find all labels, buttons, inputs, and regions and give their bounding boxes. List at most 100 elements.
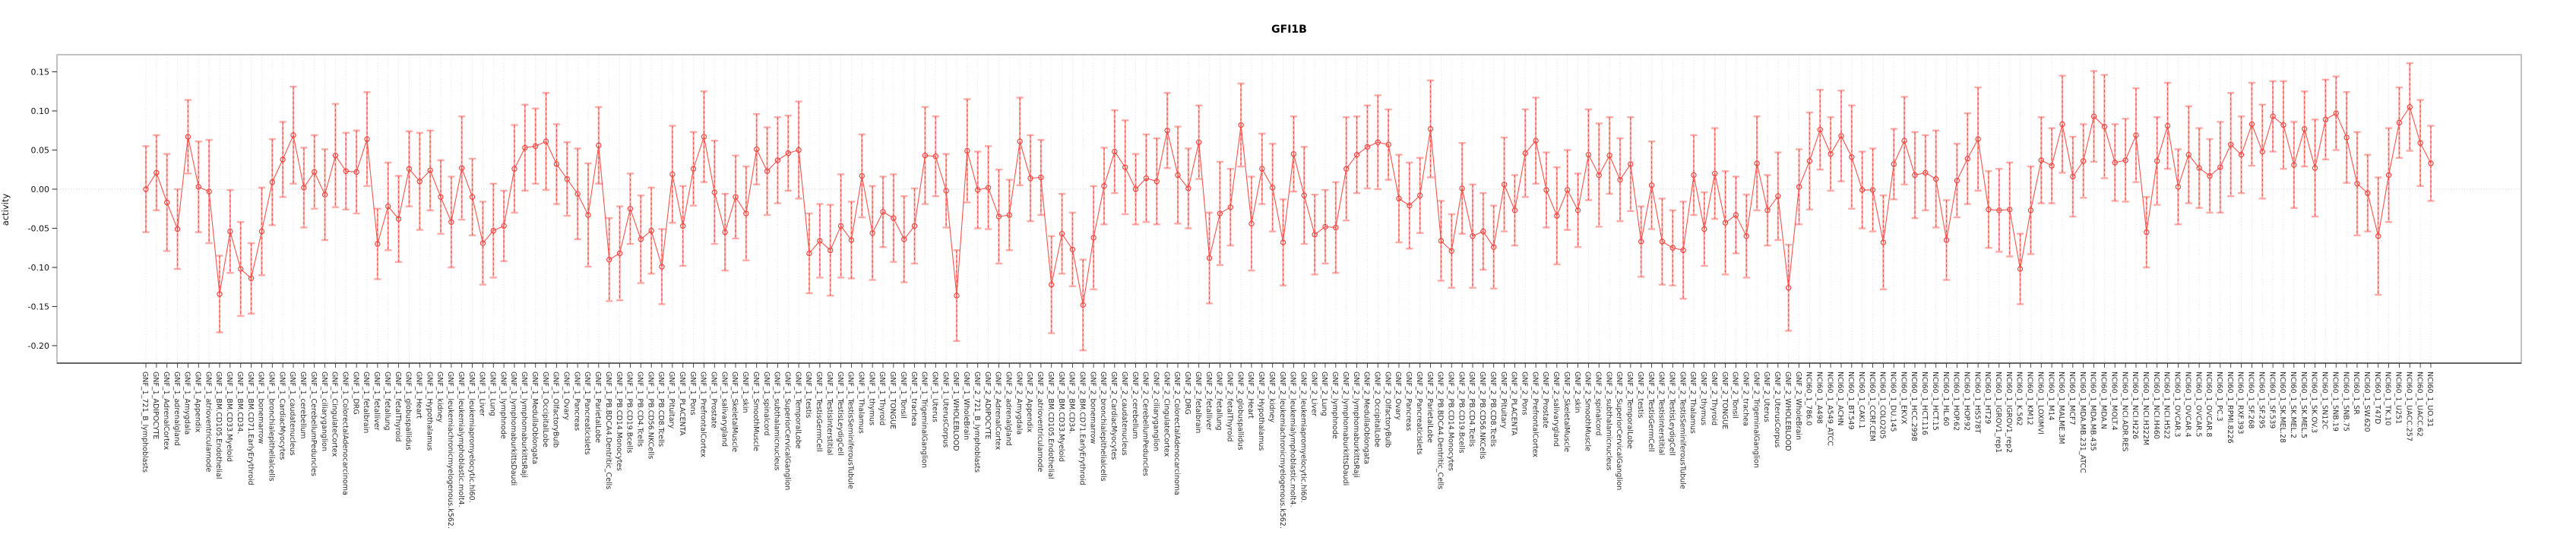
data-point [2164, 122, 2171, 129]
x-tick-label: GNF_2_Pituitary [1499, 372, 1508, 428]
data-point [2322, 116, 2329, 123]
data-point [2365, 190, 2371, 196]
x-tick-label: GNF_2_TestisInterstitial [1657, 372, 1666, 455]
x-tick-label: GNF_2_fetalliver [1204, 372, 1213, 431]
x-tick-label: GNF_1_WHOLEBLOOD [951, 372, 960, 451]
data-point [2090, 113, 2097, 119]
data-point [796, 147, 802, 153]
data-point [2385, 172, 2392, 179]
data-point [1195, 139, 1202, 145]
data-point [922, 153, 929, 159]
data-point [195, 184, 201, 190]
x-tick-label: GNF_1_ADIPOCYTE [151, 372, 160, 439]
data-point [1996, 207, 2002, 213]
x-tick-label: GNF_2_PB.CD8.Tcells [1489, 372, 1497, 447]
data-point [1628, 161, 1634, 167]
x-tick-label: GNF_1_SuperiorCervicalGanglion [783, 372, 791, 490]
x-tick-label: GNF_1_ciliaryganglion [320, 372, 328, 451]
data-point [1754, 160, 1760, 166]
x-tick-label: GNF_2_WHOLEBLOOD [1783, 372, 1792, 451]
data-point [1396, 195, 1402, 202]
data-point [206, 188, 212, 194]
x-tick-label: GNF_1_testis [804, 372, 812, 418]
x-tick-label: NCI60_1_HOP.62 [1952, 372, 1960, 431]
x-tick-label: NCI60_1_NCI.H460 [2152, 372, 2160, 439]
data-point [2122, 157, 2128, 163]
x-tick-label: GNF_2_bronchialepithelialcells [1099, 372, 1107, 482]
data-point [2185, 151, 2191, 158]
data-point [943, 188, 949, 194]
data-point [2396, 119, 2403, 126]
plot-border [56, 54, 2522, 364]
x-tick-label: GNF_2_Lung [1320, 372, 1328, 416]
data-point [1522, 150, 1528, 157]
x-tick-label: NCI60_1_SF.539 [2267, 372, 2276, 428]
data-point [1806, 158, 1813, 164]
data-point [395, 216, 402, 222]
x-tick-label: NCI60_1_TK.10 [2384, 372, 2392, 425]
data-point [1017, 138, 1023, 144]
data-point [290, 132, 296, 138]
data-point [1659, 239, 1666, 245]
x-tick-label: GNF_2_721_B_lymphoblasts [973, 372, 981, 473]
x-tick-label: GNF_2_TrigeminalGanglion [1752, 372, 1760, 468]
data-point [332, 153, 339, 159]
data-point [2227, 141, 2234, 147]
y-tick-label: 0.10 [31, 106, 50, 116]
data-point [1711, 170, 1718, 177]
data-point [353, 169, 359, 175]
data-point [2006, 207, 2013, 213]
x-tick-label: GNF_1_thymus [867, 372, 875, 425]
x-tick-label: GNF_1_SmoothMuscle [752, 372, 760, 451]
data-point [1069, 246, 1076, 253]
data-point [1101, 183, 1107, 189]
x-tick-label: GNF_2_WholeBrain [1794, 372, 1802, 440]
x-tick-label: NCI60_1_UACC.257 [2404, 372, 2413, 441]
x-tick-label: NCI60_1_IGROV1_rep1 [1994, 372, 2002, 453]
x-tick-label: GNF_1_PB.CD56.NKCells [646, 372, 654, 459]
x-tick-label: GNF_2_PLACENTA [1510, 372, 1518, 436]
data-point [880, 209, 886, 215]
data-point [901, 236, 907, 242]
data-point [2027, 207, 2034, 213]
y-tick-label: 0.15 [31, 67, 50, 77]
x-tick-label: GNF_2_BM.CD105.Endothelial [1046, 372, 1055, 479]
data-point [1912, 172, 1918, 179]
data-point [711, 189, 717, 195]
x-tick-label: GNF_1_fetalThyroid [394, 372, 402, 441]
data-point [1164, 128, 1170, 134]
data-point [1849, 154, 1855, 160]
x-tick-label: GNF_2_cerebellum [1131, 372, 1139, 439]
x-tick-label: GNF_2_Heart [1246, 372, 1255, 419]
x-tick-label: GNF_1_Prostate [709, 372, 717, 428]
x-tick-label: GNF_1_Thyroid [878, 372, 886, 425]
x-tick-label: GNF_2_Thyroid [1710, 372, 1718, 425]
x-tick-label: GNF_2_kidney [1267, 372, 1276, 423]
x-tick-label: GNF_2_SkeletalMuscle [1562, 372, 1571, 452]
x-tick-label: GNF_2_caudatenucleus [1120, 372, 1128, 456]
x-tick-label: GNF_1_TemporalLobe [793, 372, 802, 449]
data-point [701, 134, 707, 140]
data-point [1448, 248, 1454, 255]
x-tick-label: GNF_2_lymphomaburkittsRaji [1352, 372, 1360, 478]
x-tick-label: NCI60_1_M14 [2046, 372, 2055, 420]
data-point [806, 250, 812, 257]
x-tick-label: GNF_1_Uterus [930, 372, 938, 422]
data-point [954, 292, 960, 299]
data-point [2207, 172, 2213, 179]
x-tick-label: NCI60_1_NCI.H226 [2131, 372, 2139, 439]
data-point [690, 166, 697, 172]
x-tick-label: GNF_1_Thalamus [856, 372, 865, 434]
x-tick-label: GNF_2_ColorectalAdenocarcinoma [1172, 372, 1181, 495]
x-tick-label: NCI60_1_HT29 [1983, 372, 1992, 424]
x-tick-label: GNF_1_Heart [414, 372, 422, 419]
x-tick-label: GNF_1_BM.CD105.Endothelial [214, 372, 223, 479]
x-tick-label: GNF_2_thymus [1699, 372, 1707, 425]
data-point [1049, 281, 1055, 288]
x-tick-label: NCI60_1_BT.549 [1847, 372, 1855, 430]
data-point [459, 165, 465, 171]
data-point [1248, 220, 1255, 227]
data-point [2070, 173, 2076, 180]
data-point [2112, 160, 2118, 166]
